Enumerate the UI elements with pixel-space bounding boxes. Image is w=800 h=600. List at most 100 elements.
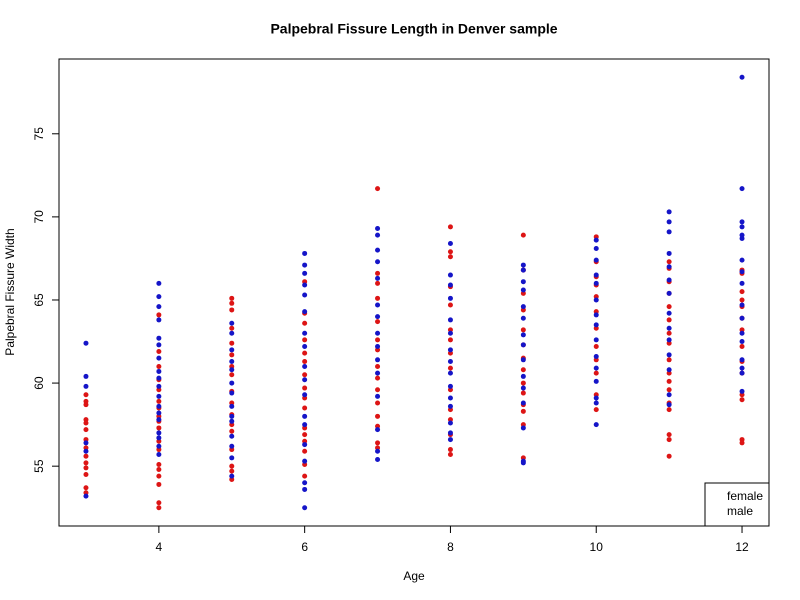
point bbox=[375, 295, 381, 301]
point bbox=[666, 437, 672, 443]
point bbox=[447, 272, 453, 278]
point bbox=[666, 209, 672, 215]
x-axis-label: Age bbox=[403, 569, 425, 583]
point bbox=[229, 358, 235, 364]
point bbox=[666, 392, 672, 398]
point bbox=[156, 355, 162, 361]
x-tick-label: 6 bbox=[301, 540, 308, 554]
point bbox=[302, 405, 308, 411]
point bbox=[447, 330, 453, 336]
point bbox=[666, 378, 672, 384]
point bbox=[302, 363, 308, 369]
point bbox=[447, 240, 453, 246]
point bbox=[739, 339, 745, 345]
point bbox=[447, 347, 453, 353]
point bbox=[593, 297, 599, 303]
point bbox=[229, 455, 235, 461]
point bbox=[156, 452, 162, 458]
point bbox=[83, 471, 89, 477]
point bbox=[302, 432, 308, 438]
point bbox=[302, 473, 308, 479]
point bbox=[593, 395, 599, 401]
point bbox=[156, 403, 162, 409]
point bbox=[229, 330, 235, 336]
point bbox=[666, 290, 672, 296]
point bbox=[302, 413, 308, 419]
point bbox=[593, 237, 599, 243]
point bbox=[229, 433, 235, 439]
point bbox=[229, 340, 235, 346]
point bbox=[739, 297, 745, 303]
point bbox=[447, 282, 453, 288]
point bbox=[593, 353, 599, 359]
legend-label: male bbox=[727, 504, 753, 518]
point bbox=[739, 219, 745, 225]
point bbox=[447, 383, 453, 389]
point bbox=[229, 443, 235, 449]
point bbox=[739, 440, 745, 446]
point bbox=[666, 387, 672, 393]
point bbox=[447, 437, 453, 443]
x-tick-label: 10 bbox=[590, 540, 604, 554]
point bbox=[375, 226, 381, 232]
point bbox=[375, 344, 381, 350]
point bbox=[83, 373, 89, 379]
point bbox=[520, 315, 526, 321]
point bbox=[739, 365, 745, 371]
point bbox=[229, 403, 235, 409]
point bbox=[156, 335, 162, 341]
point bbox=[302, 344, 308, 350]
point bbox=[447, 395, 453, 401]
point bbox=[666, 402, 672, 408]
point bbox=[666, 337, 672, 343]
point bbox=[593, 337, 599, 343]
point bbox=[593, 407, 599, 413]
point bbox=[447, 224, 453, 230]
point bbox=[520, 357, 526, 363]
point bbox=[302, 377, 308, 383]
point bbox=[156, 410, 162, 416]
point bbox=[302, 392, 308, 398]
point bbox=[739, 289, 745, 295]
point bbox=[229, 468, 235, 474]
y-tick-label: 70 bbox=[32, 210, 46, 224]
point bbox=[739, 224, 745, 230]
point bbox=[229, 347, 235, 353]
point bbox=[156, 383, 162, 389]
point bbox=[375, 280, 381, 286]
point bbox=[156, 375, 162, 381]
point bbox=[229, 352, 235, 358]
point bbox=[375, 319, 381, 325]
point bbox=[83, 427, 89, 433]
point bbox=[520, 327, 526, 333]
point bbox=[156, 294, 162, 300]
point bbox=[156, 443, 162, 449]
point bbox=[666, 330, 672, 336]
point bbox=[447, 337, 453, 343]
point bbox=[229, 473, 235, 479]
point bbox=[229, 372, 235, 378]
point bbox=[229, 418, 235, 424]
point bbox=[375, 357, 381, 363]
y-tick-label: 65 bbox=[32, 293, 46, 307]
point bbox=[83, 340, 89, 346]
point bbox=[83, 465, 89, 471]
point bbox=[156, 348, 162, 354]
point bbox=[739, 280, 745, 286]
point bbox=[447, 403, 453, 409]
point bbox=[302, 262, 308, 268]
point bbox=[666, 229, 672, 235]
point bbox=[520, 279, 526, 285]
point bbox=[520, 390, 526, 396]
point bbox=[375, 232, 381, 238]
point bbox=[739, 397, 745, 403]
point bbox=[156, 435, 162, 441]
point bbox=[520, 373, 526, 379]
point bbox=[447, 420, 453, 426]
point bbox=[156, 417, 162, 423]
point bbox=[666, 264, 672, 270]
point bbox=[229, 380, 235, 386]
point bbox=[302, 480, 308, 486]
point bbox=[302, 330, 308, 336]
